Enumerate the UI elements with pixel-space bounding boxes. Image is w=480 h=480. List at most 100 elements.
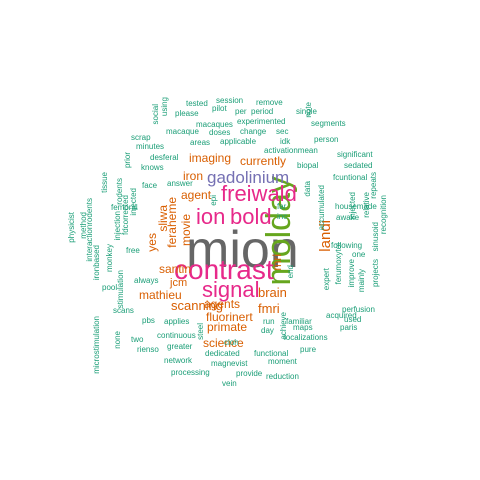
word-movie: movie [179, 214, 193, 247]
word-maps: maps [293, 323, 313, 332]
word-vein: vein [222, 379, 237, 388]
word-applicable: applicable [220, 137, 257, 146]
word-biopal: biopal [297, 161, 319, 170]
word-yes: yes [145, 233, 159, 252]
word-fmri: fmri [258, 301, 280, 316]
word-greater: greater [167, 342, 193, 351]
word-currently: currently [240, 154, 287, 168]
word-science: science [203, 336, 244, 350]
word-fluorinert: fluorinert [206, 310, 253, 324]
word-using: using [160, 97, 169, 117]
word-ferumoxytol: ferumoxytol [334, 243, 343, 285]
word-ion: ion [196, 204, 226, 229]
word-expert: expert [322, 268, 331, 291]
word-network: network [164, 356, 193, 365]
word-macaque: macaque [166, 127, 199, 136]
word-face: face [142, 181, 158, 190]
word-processing: processing [171, 368, 210, 377]
word-continuous: continuous [157, 331, 196, 340]
word-dedicated: dedicated [205, 349, 240, 358]
word-localizations: localizations [284, 333, 328, 342]
word-agent: agent [181, 188, 212, 202]
word-mainly: mainly [357, 269, 366, 293]
word-perfusion: perfusion [342, 305, 375, 314]
word-projects: projects [371, 259, 380, 288]
word-social: social [151, 104, 160, 125]
word-acquired: acquired [326, 311, 357, 320]
word-answer: answer [167, 179, 193, 188]
word-housemade: housemade [335, 202, 377, 211]
word-provide: provide [236, 369, 263, 378]
word-monkey: monkey [105, 244, 114, 273]
word-contrast: contrast [174, 254, 274, 285]
word-iron: iron [183, 169, 204, 183]
word-femoral: femoral [111, 203, 138, 212]
word-areas: areas [190, 138, 211, 147]
word-scanning: scanning [171, 298, 224, 313]
word-data: data [303, 181, 312, 197]
word-feraheme: feraheme [165, 197, 179, 248]
word-improve: improve [347, 259, 356, 288]
word-two: two [131, 335, 144, 344]
word-agents: agents [204, 297, 241, 311]
word-paris: paris [340, 323, 358, 332]
word-jcm: jcm [170, 277, 188, 289]
word-fcuntional: fcuntional [333, 173, 368, 182]
word-always: always [134, 276, 159, 285]
word-recognition: recognition [379, 195, 388, 235]
word-per: per [235, 107, 247, 116]
word-far: far [277, 202, 287, 211]
word-pilot: pilot [212, 104, 227, 113]
word-awake: awake [336, 213, 360, 222]
word-steel: steel [196, 323, 205, 340]
word-method: method [79, 212, 88, 239]
word-santin: santin [159, 262, 192, 276]
word-minutes: minutes [136, 142, 165, 151]
word-activationmean: activationmean [264, 146, 318, 155]
word-scans: scans [113, 306, 134, 315]
word-reduction: reduction [266, 372, 299, 381]
word-period: period [251, 107, 274, 116]
word-mion: mion [186, 221, 299, 279]
word-segments: segments [311, 119, 346, 128]
word-relative: relative [362, 192, 371, 218]
word-gadolinium: gadolinium [207, 168, 290, 187]
word-one: one [352, 250, 366, 259]
word-significant: significant [337, 150, 373, 159]
word-imaging: imaging [189, 151, 232, 165]
word-applies: applies [164, 317, 190, 326]
word-desferal: desferal [150, 153, 179, 162]
word-microstimulation: microstimulation [92, 316, 101, 374]
word-day: day [261, 326, 274, 335]
word-remove: remove [256, 98, 283, 107]
word-none: none [113, 331, 122, 349]
word-please: please [175, 109, 199, 118]
word-freiwald: freiwald [221, 181, 297, 206]
word-tissue: tissue [100, 172, 109, 193]
word-free: free [126, 246, 140, 255]
word-knows: knows [141, 163, 164, 172]
word-note: note [304, 102, 313, 118]
word-used: used [344, 315, 362, 324]
word-session: session [216, 96, 244, 105]
word-pool: pool [102, 283, 118, 292]
word-functional: functional [254, 349, 289, 358]
word-single: single [296, 107, 317, 116]
word-following: following [331, 241, 363, 250]
word-epi: epi [209, 195, 218, 206]
word-cloh: cloh [224, 338, 239, 347]
word-pure: pure [300, 345, 317, 354]
word-sedated: sedated [344, 161, 373, 170]
word-mri: mri [270, 254, 284, 271]
word-inc: inc [277, 212, 288, 221]
word-person: person [314, 135, 339, 144]
word-prior: prior [123, 152, 132, 169]
word-moment: moment [268, 357, 297, 366]
word-change: change [240, 127, 267, 136]
word-stimulation: stimulation [116, 270, 125, 309]
word-physicist: physicist [67, 212, 76, 243]
word-run: run [263, 317, 275, 326]
word-ironbased: ironbased [92, 245, 101, 281]
word-tested: tested [186, 99, 208, 108]
